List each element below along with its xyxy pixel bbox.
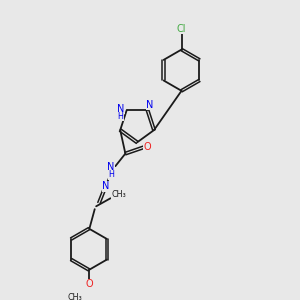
Text: H: H <box>108 170 114 179</box>
Text: CH₃: CH₃ <box>112 190 126 199</box>
Text: CH₃: CH₃ <box>67 293 82 300</box>
Text: N: N <box>146 100 154 110</box>
Text: Cl: Cl <box>177 24 186 34</box>
Text: O: O <box>85 279 93 289</box>
Text: H: H <box>117 112 123 121</box>
Text: O: O <box>144 142 151 152</box>
Text: N: N <box>103 181 110 191</box>
Text: N: N <box>107 162 115 172</box>
Text: N: N <box>117 104 124 114</box>
